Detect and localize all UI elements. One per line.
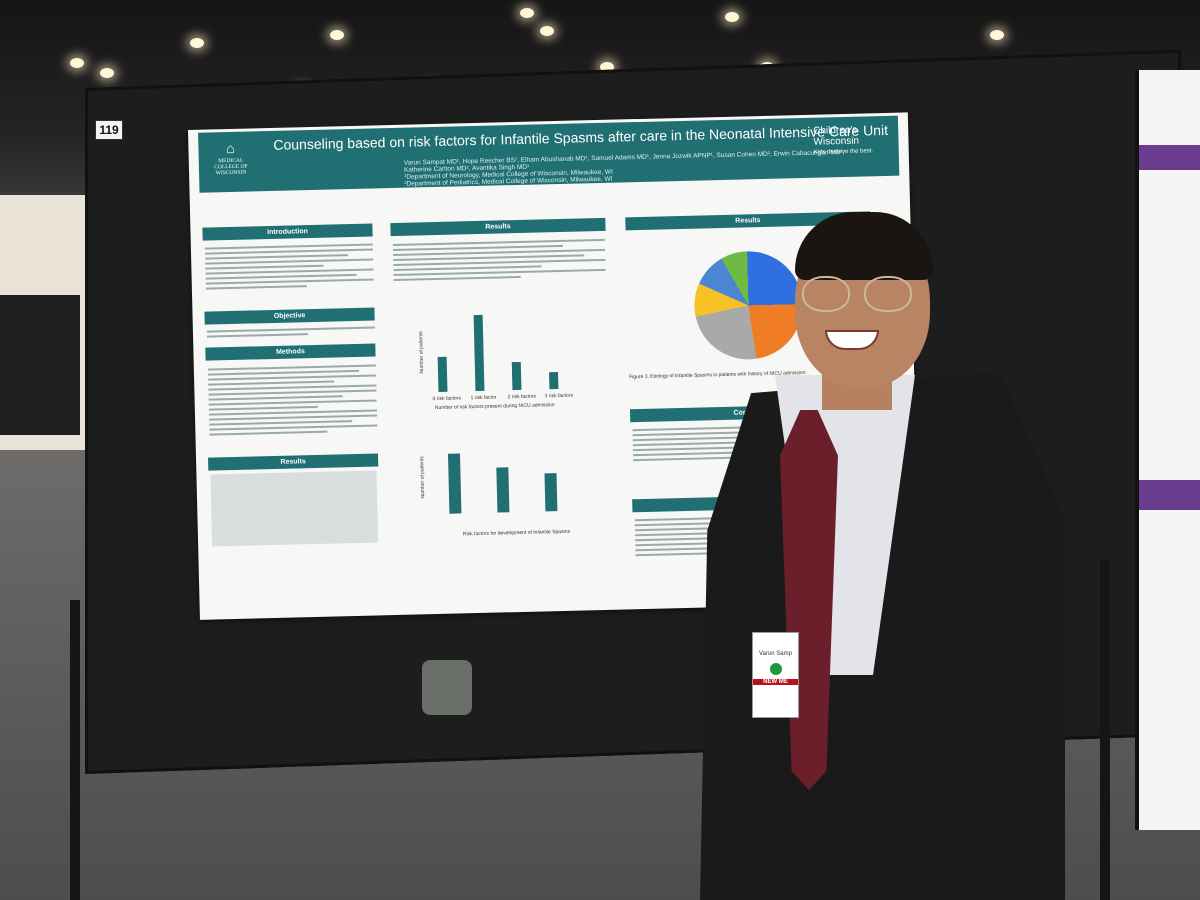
childrens-logo-tagline: Kids deserve the best. — [813, 148, 874, 156]
section-results-left: Results — [208, 453, 379, 471]
board-leg — [70, 600, 80, 900]
adjacent-poster-stripe — [1139, 480, 1200, 510]
chart1-xlabel: Number of risk factors present during NI… — [434, 402, 555, 412]
adjacent-poster — [1135, 70, 1200, 830]
chart2-bar — [544, 473, 558, 512]
ceiling-light — [990, 30, 1004, 40]
poster-header: ⌂ MEDICAL COLLEGE OF WISCONSIN Counselin… — [198, 115, 900, 193]
adjacent-poster-stripe — [1139, 145, 1200, 170]
chart2-ylabel: Number of patients — [419, 456, 427, 499]
section-methods: Methods — [205, 343, 376, 361]
chart1-tick-label: 3 risk factors — [544, 392, 574, 400]
chart2-bar — [447, 453, 462, 514]
chart1-bar-0-risk-factors — [437, 356, 448, 392]
booth-number: 119 — [95, 120, 123, 140]
objective-text — [206, 323, 375, 340]
plastic-bag — [422, 660, 472, 715]
chart1-tick-label: 1 risk factor — [470, 394, 497, 402]
chart2-bar — [496, 467, 510, 513]
ceiling-light — [725, 12, 739, 22]
ceiling-light — [190, 38, 204, 48]
ceiling-light — [330, 30, 344, 40]
childrens-logo-name: Children's Wisconsin — [813, 124, 860, 148]
ceiling-light — [600, 62, 614, 72]
name-badge: Varun Samp NEW ME — [752, 632, 799, 718]
methods-text — [207, 361, 378, 438]
chart1-bar-1-risk-factor — [473, 314, 485, 392]
board-leg — [1100, 560, 1110, 900]
badge-ribbon: NEW ME — [753, 679, 798, 685]
mcw-logo-text: MEDICAL COLLEGE OF WISCONSIN — [214, 157, 248, 177]
mcw-logo: ⌂ MEDICAL COLLEGE OF WISCONSIN — [214, 141, 248, 177]
badge-name: Varun Samp — [759, 651, 792, 657]
ceiling-light — [100, 68, 114, 78]
background-board — [0, 295, 80, 435]
section-results-middle: Results — [390, 217, 606, 237]
chart2-xlabel: Risk factors for development of Infantil… — [462, 528, 571, 538]
etiology-pie-chart — [693, 250, 804, 361]
badge-dot-icon — [769, 663, 782, 675]
chart1-tick-label: 2 risk factors — [507, 393, 537, 401]
results-table — [210, 470, 379, 547]
poster-authors: Varun Sampat MD¹, Hope Reecher BS¹, Elha… — [404, 148, 875, 188]
childrens-wisconsin-logo: Children's Wisconsin Kids deserve the be… — [813, 124, 899, 156]
chart1-bar-3-risk-factors — [549, 372, 559, 390]
chart1-ylabel: Number of patients — [418, 331, 426, 374]
glasses-icon — [800, 276, 918, 312]
presenter-hair — [795, 212, 933, 280]
results-text — [392, 236, 606, 284]
ceiling-light — [520, 8, 534, 18]
ceiling-light — [540, 26, 554, 36]
ceiling-light — [70, 58, 84, 68]
section-objective: Objective — [204, 307, 375, 325]
section-introduction: Introduction — [202, 223, 373, 241]
poster-title: Counseling based on risk factors for Inf… — [273, 121, 889, 153]
chart1-bar-2-risk-factors — [511, 361, 522, 391]
introduction-text — [204, 241, 374, 293]
chart1-tick-label: 0 risk factors — [432, 395, 462, 403]
